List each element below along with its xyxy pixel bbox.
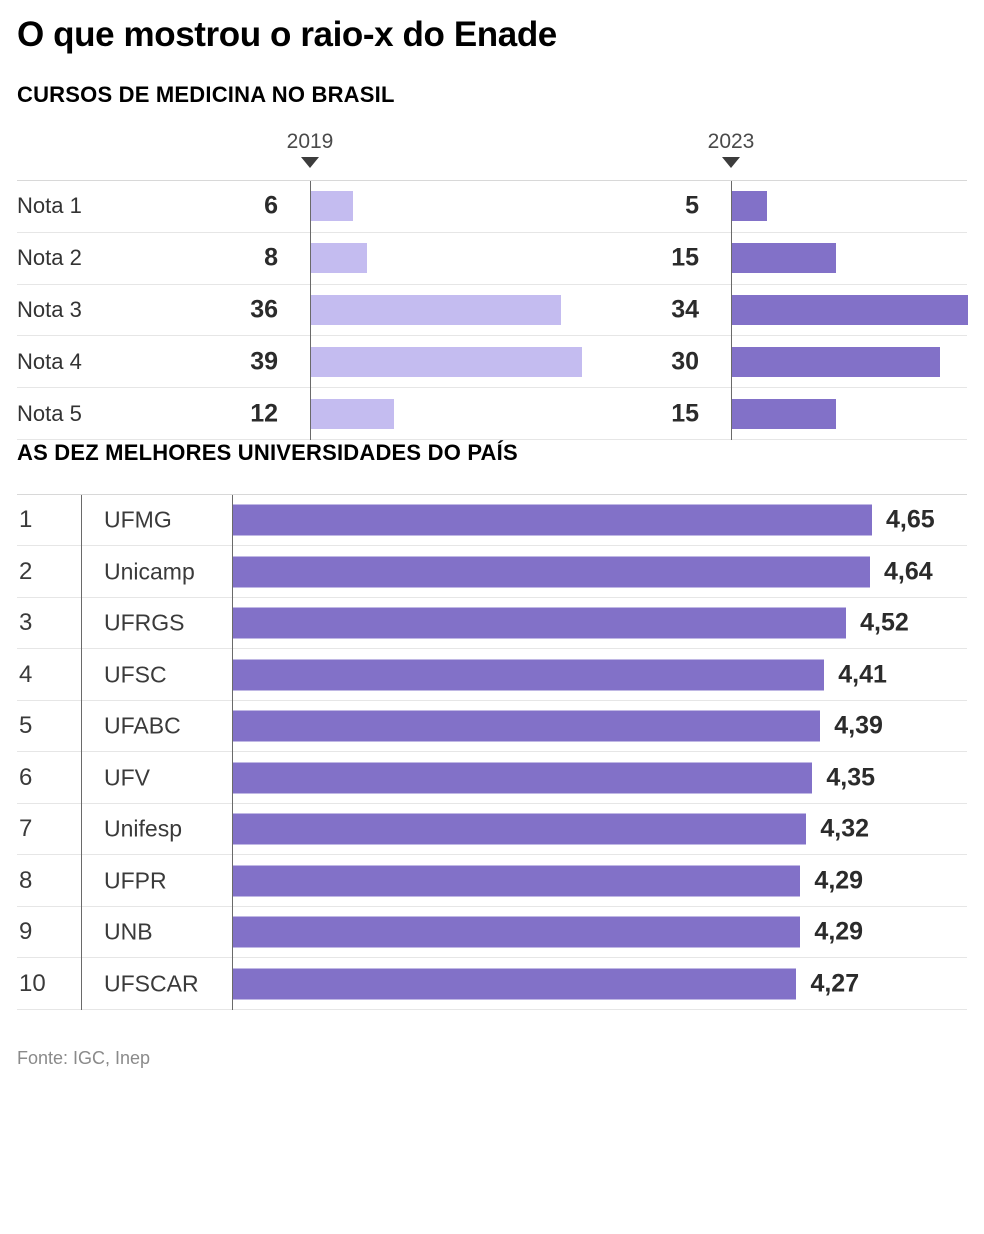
year-chart-row: Nota 4 39 30 — [17, 336, 967, 389]
ranking-row: 2 Unicamp 4,64 — [17, 546, 967, 598]
ranking-position: 4 — [19, 660, 33, 688]
year-chart-row: Nota 2 8 15 — [17, 233, 967, 285]
ranking-row: 10 UFSCAR 4,27 — [17, 958, 967, 1010]
year-chart-row: Nota 5 12 15 — [17, 388, 967, 440]
year-chart-value-2019: 39 — [250, 347, 278, 376]
ranking-score: 4,29 — [814, 917, 864, 946]
ranking-bar — [233, 710, 821, 742]
ranking-position: 6 — [19, 763, 33, 791]
ranking-score: 4,29 — [814, 866, 864, 895]
ranking-score: 4,27 — [810, 969, 860, 998]
year-chart-value-2023: 30 — [671, 347, 699, 376]
year-chart-row-label: Nota 4 — [17, 348, 82, 374]
ranking-row: 8 UFPR 4,29 — [17, 855, 967, 907]
ranking-row: 7 Unifesp 4,32 — [17, 804, 967, 856]
ranking-row: 5 UFABC 4,39 — [17, 701, 967, 753]
ranking-bar — [233, 504, 872, 536]
ranking-university-name: UFSCAR — [104, 970, 199, 997]
source-note: Fonte: IGC, Inep — [17, 1047, 151, 1068]
axis-line-2023 — [731, 181, 732, 440]
ranking-bar — [233, 968, 797, 1000]
ranking-position: 10 — [19, 969, 46, 997]
year-chart-row: Nota 3 36 34 — [17, 285, 968, 337]
ranking-position: 2 — [19, 557, 33, 585]
year-chart-bar-2023 — [732, 294, 968, 325]
ranking-score: 4,32 — [820, 814, 870, 843]
year-marker-2019-label: 2019 — [286, 130, 334, 153]
ranking-bar — [233, 762, 813, 794]
ranking-university-name: UNB — [104, 918, 153, 945]
ranking-bar — [233, 865, 801, 897]
ranking-divider-rank — [81, 494, 82, 1010]
year-chart-header: 2019 2023 — [17, 130, 967, 180]
page-title: O que mostrou o raio-x do Enade — [17, 15, 557, 54]
ranking-position: 1 — [19, 506, 33, 534]
ranking-score: 4,41 — [838, 660, 887, 689]
year-chart-bar-2019 — [311, 191, 353, 222]
ranking-position: 8 — [19, 866, 33, 894]
ranking-bar — [233, 813, 807, 845]
ranking-row: 9 UNB 4,29 — [17, 907, 967, 959]
ranking-row: 3 UFRGS 4,52 — [17, 598, 967, 650]
ranking-university-name: UFABC — [104, 712, 181, 739]
year-chart-value-2019: 12 — [250, 399, 278, 428]
ranking-bar — [233, 607, 847, 639]
ranking-position: 7 — [19, 815, 33, 843]
year-chart-value-2023: 15 — [671, 399, 699, 428]
ranking-position: 9 — [19, 918, 33, 946]
year-marker-2023-caret-icon — [722, 157, 740, 168]
year-chart-bar-2023 — [732, 346, 941, 377]
ranking-score: 4,52 — [860, 608, 909, 637]
ranking-score: 4,65 — [886, 505, 935, 534]
year-chart-bar-2023 — [732, 243, 837, 274]
ranking-bar — [233, 659, 825, 691]
ranking-university-name: UFSC — [104, 661, 167, 688]
year-chart-value-2019: 36 — [250, 295, 278, 324]
ranking-row: 1 UFMG 4,65 — [17, 495, 967, 547]
year-chart-rows: Nota 1 6 5 Nota 2 8 15 Nota 3 36 34 Nota 4 39 30 Not… — [17, 180, 968, 440]
axis-line-2019 — [310, 181, 311, 440]
year-chart-row: Nota 1 6 5 — [17, 181, 967, 233]
year-chart-value-2023: 5 — [685, 191, 699, 220]
year-chart-bar-2019 — [311, 398, 395, 429]
ranking-score: 4,64 — [884, 557, 933, 586]
year-marker-2019-caret-icon — [301, 157, 319, 168]
ranking-position: 3 — [19, 609, 33, 637]
year-chart-row-label: Nota 1 — [17, 193, 82, 219]
year-comparison-chart: 2019 2023 Nota 1 6 5 Nota 2 8 15 Nota 3 36 34 Nota… — [17, 130, 968, 440]
ranking-row: 4 UFSC 4,41 — [17, 649, 967, 701]
section-title-universidades: AS DEZ MELHORES UNIVERSIDADES DO PAÍS — [17, 439, 518, 465]
ranking-score: 4,39 — [834, 711, 883, 740]
year-marker-2023-label: 2023 — [707, 130, 755, 153]
ranking-university-name: UFRGS — [104, 609, 185, 636]
ranking-divider-name — [232, 494, 233, 1010]
ranking-rows: 1 UFMG 4,65 2 Unicamp 4,64 3 UFRGS 4,52 4 UFSC 4,41… — [17, 493, 967, 1010]
year-chart-row-label: Nota 2 — [17, 245, 82, 271]
year-chart-bar-2019 — [311, 294, 561, 325]
ranking-university-name: Unicamp — [104, 558, 195, 585]
year-chart-bar-2023 — [732, 398, 837, 429]
ranking-university-name: UFMG — [104, 506, 172, 533]
ranking-university-name: UFPR — [104, 867, 167, 894]
university-ranking-chart: 1 UFMG 4,65 2 Unicamp 4,64 3 UFRGS 4,52 4 UFSC 4,41… — [17, 493, 967, 1010]
year-chart-value-2019: 8 — [264, 243, 278, 272]
year-chart-bar-2019 — [311, 243, 367, 274]
year-chart-bar-2019 — [311, 346, 582, 377]
section-title-medicina: CURSOS DE MEDICINA NO BRASIL — [17, 82, 395, 107]
ranking-position: 5 — [19, 712, 33, 740]
ranking-bar — [233, 916, 801, 948]
year-chart-bar-2023 — [732, 191, 767, 222]
year-chart-value-2023: 34 — [671, 295, 699, 324]
year-chart-row-label: Nota 3 — [17, 296, 82, 322]
year-chart-value-2023: 15 — [671, 243, 699, 272]
ranking-row: 6 UFV 4,35 — [17, 752, 967, 804]
ranking-university-name: UFV — [104, 764, 150, 791]
ranking-university-name: Unifesp — [104, 815, 182, 842]
ranking-score: 4,35 — [826, 763, 876, 792]
ranking-bar — [233, 556, 870, 588]
year-chart-row-label: Nota 5 — [17, 400, 82, 426]
year-chart-value-2019: 6 — [264, 191, 278, 220]
